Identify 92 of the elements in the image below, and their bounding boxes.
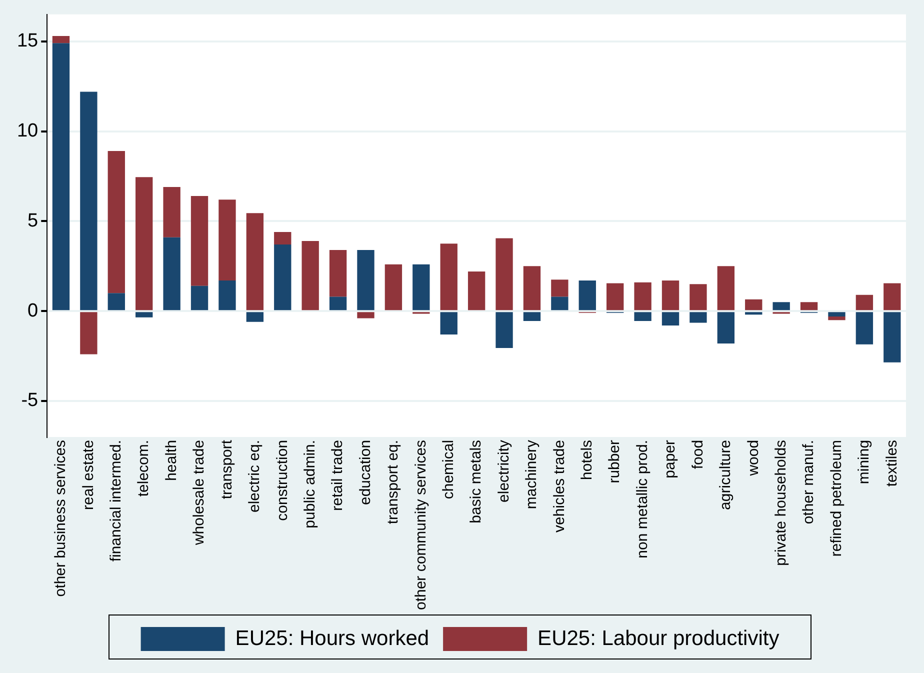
bar [662,312,680,326]
x-tick-label: financial intermed. [108,440,125,562]
bar [136,312,153,318]
bar [884,312,901,362]
x-tick-label: health [162,440,180,481]
bar [218,280,236,310]
bar [357,312,374,318]
x-tick-label: construction [274,440,291,521]
x-tick-label: real estate [80,440,97,510]
bar [384,264,402,310]
bar [578,280,596,310]
bar [523,266,541,310]
bar [440,244,458,310]
bar [357,250,374,310]
bar [302,240,319,310]
x-tick-label: telecom. [135,440,152,497]
x-tick-label: basic metals [468,440,485,524]
bar [717,312,735,344]
bar [190,196,208,286]
x-tick-label: wood [744,440,762,477]
bar [717,266,735,310]
bar [856,294,874,310]
y-tick-label: -5 [21,390,38,412]
bar [745,312,762,315]
x-tick-label: public admin. [301,440,318,528]
bar [634,282,652,310]
bar [828,316,846,320]
bar [246,312,264,322]
x-tick-label: food [689,440,706,470]
x-tick-label: other business services [52,440,70,597]
bar [52,36,70,44]
x-tick-label: wholesale trade [190,440,208,546]
x-tick-label: private households [772,440,790,566]
bar [136,177,153,310]
x-tick-label: electricity [495,439,512,502]
bar [496,238,513,310]
bar [468,272,486,310]
bar [329,250,347,297]
bar [662,280,680,310]
bar [80,92,98,310]
bar [163,187,180,238]
bar [52,43,70,310]
x-tick-label: textiles [883,440,900,487]
x-tick-label: electric eq. [246,440,264,512]
bar [523,312,541,321]
bar [80,312,98,354]
bar [551,296,568,310]
x-tick-label: hotels [578,440,596,480]
bar [800,302,818,310]
bar [496,312,513,348]
x-tick-label: retail trade [329,440,346,511]
y-tick-label: 5 [28,210,38,232]
bar [218,200,236,281]
legend-label: EU25: Labour productivity [538,626,780,650]
x-tick-label: rubber [606,440,624,484]
x-tick-label: education [356,440,374,506]
bar [329,296,347,310]
bar [856,312,874,344]
x-tick-label: refined petroleum [828,440,845,557]
x-tick-label: other community services [412,440,430,610]
x-tick-label: other manuf. [800,440,818,524]
x-tick-label: mining [856,440,873,484]
x-tick-label: vehicles trade [550,440,568,533]
bar [745,299,762,310]
bar [828,312,846,316]
x-tick-label: transport eq. [384,440,402,524]
y-tick-label: 0 [28,300,38,322]
bar [108,293,125,310]
x-tick-label: non metallic prod. [634,440,651,558]
x-tick-label: agriculture [717,440,734,510]
bar [440,312,458,334]
bar [412,264,430,310]
bar [163,237,180,310]
bar [884,283,901,310]
x-tick-label: chemical [440,440,457,500]
legend-label: EU25: Hours worked [235,626,430,650]
x-tick-label: paper [662,440,679,478]
bar [606,283,624,310]
x-tick-label: transport [218,439,236,500]
bar [772,302,790,310]
bar [274,244,292,310]
bar [690,312,707,323]
bar [190,286,208,310]
bar [551,280,568,297]
bar [634,312,652,321]
y-tick-label: 15 [16,30,38,52]
bar [274,232,292,245]
x-tick-label: machinery [523,439,540,510]
y-tick-label: 10 [16,120,38,142]
bar [246,213,264,310]
bar [108,151,125,294]
bar [690,284,707,310]
